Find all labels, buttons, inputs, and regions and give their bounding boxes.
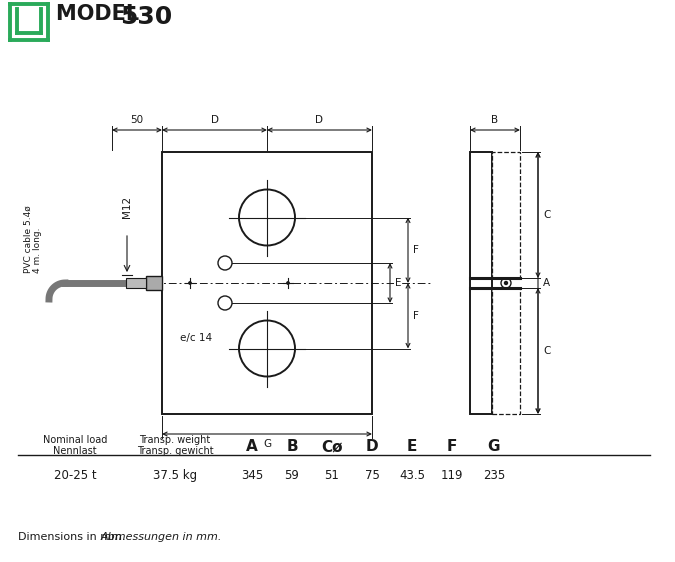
Text: Nennlast: Nennlast xyxy=(53,446,97,456)
Text: A: A xyxy=(543,278,550,288)
Circle shape xyxy=(189,282,191,284)
Text: A: A xyxy=(246,439,258,454)
Text: M12: M12 xyxy=(122,196,132,218)
Text: G: G xyxy=(263,439,271,449)
Text: 235: 235 xyxy=(483,469,505,482)
Text: B: B xyxy=(286,439,298,454)
Text: C: C xyxy=(543,210,550,220)
Text: 75: 75 xyxy=(364,469,379,482)
Text: B: B xyxy=(491,115,499,125)
Text: 43.5: 43.5 xyxy=(399,469,425,482)
Text: 59: 59 xyxy=(285,469,300,482)
Text: Cø: Cø xyxy=(321,439,343,454)
Text: F: F xyxy=(413,311,419,321)
Text: Transp. gewicht: Transp. gewicht xyxy=(136,446,213,456)
Text: Abmessungen in mm.: Abmessungen in mm. xyxy=(101,532,222,542)
Circle shape xyxy=(239,189,295,246)
Circle shape xyxy=(287,282,289,284)
Bar xyxy=(470,152,492,414)
Text: 119: 119 xyxy=(441,469,463,482)
Text: F: F xyxy=(447,439,457,454)
Text: Transp. weight: Transp. weight xyxy=(139,435,211,445)
Bar xyxy=(126,278,146,288)
Bar xyxy=(146,276,162,290)
Text: 51: 51 xyxy=(325,469,340,482)
Text: 50: 50 xyxy=(130,115,144,125)
Circle shape xyxy=(239,320,295,377)
Circle shape xyxy=(218,296,232,310)
Text: MODEL: MODEL xyxy=(56,4,146,24)
Text: 530: 530 xyxy=(120,5,172,29)
Text: PVC cable 5.4ø: PVC cable 5.4ø xyxy=(24,205,32,273)
Text: Dimensions in mm.: Dimensions in mm. xyxy=(18,532,129,542)
Bar xyxy=(492,152,520,278)
Text: D: D xyxy=(211,115,219,125)
Circle shape xyxy=(218,256,232,270)
Text: 4 m. long.: 4 m. long. xyxy=(34,228,43,273)
Text: 345: 345 xyxy=(241,469,263,482)
Circle shape xyxy=(501,278,511,288)
Text: G: G xyxy=(488,439,500,454)
Text: 20-25 t: 20-25 t xyxy=(54,469,97,482)
Text: D: D xyxy=(366,439,378,454)
Text: E: E xyxy=(407,439,417,454)
Bar xyxy=(162,152,372,414)
Text: F: F xyxy=(413,245,419,255)
Bar xyxy=(492,288,520,414)
Text: E: E xyxy=(395,278,402,288)
Text: 37.5 kg: 37.5 kg xyxy=(153,469,197,482)
Text: D: D xyxy=(315,115,323,125)
Text: C: C xyxy=(543,346,550,356)
Circle shape xyxy=(504,282,508,284)
Text: Nominal load: Nominal load xyxy=(43,435,107,445)
Text: e/c 14: e/c 14 xyxy=(180,333,212,343)
